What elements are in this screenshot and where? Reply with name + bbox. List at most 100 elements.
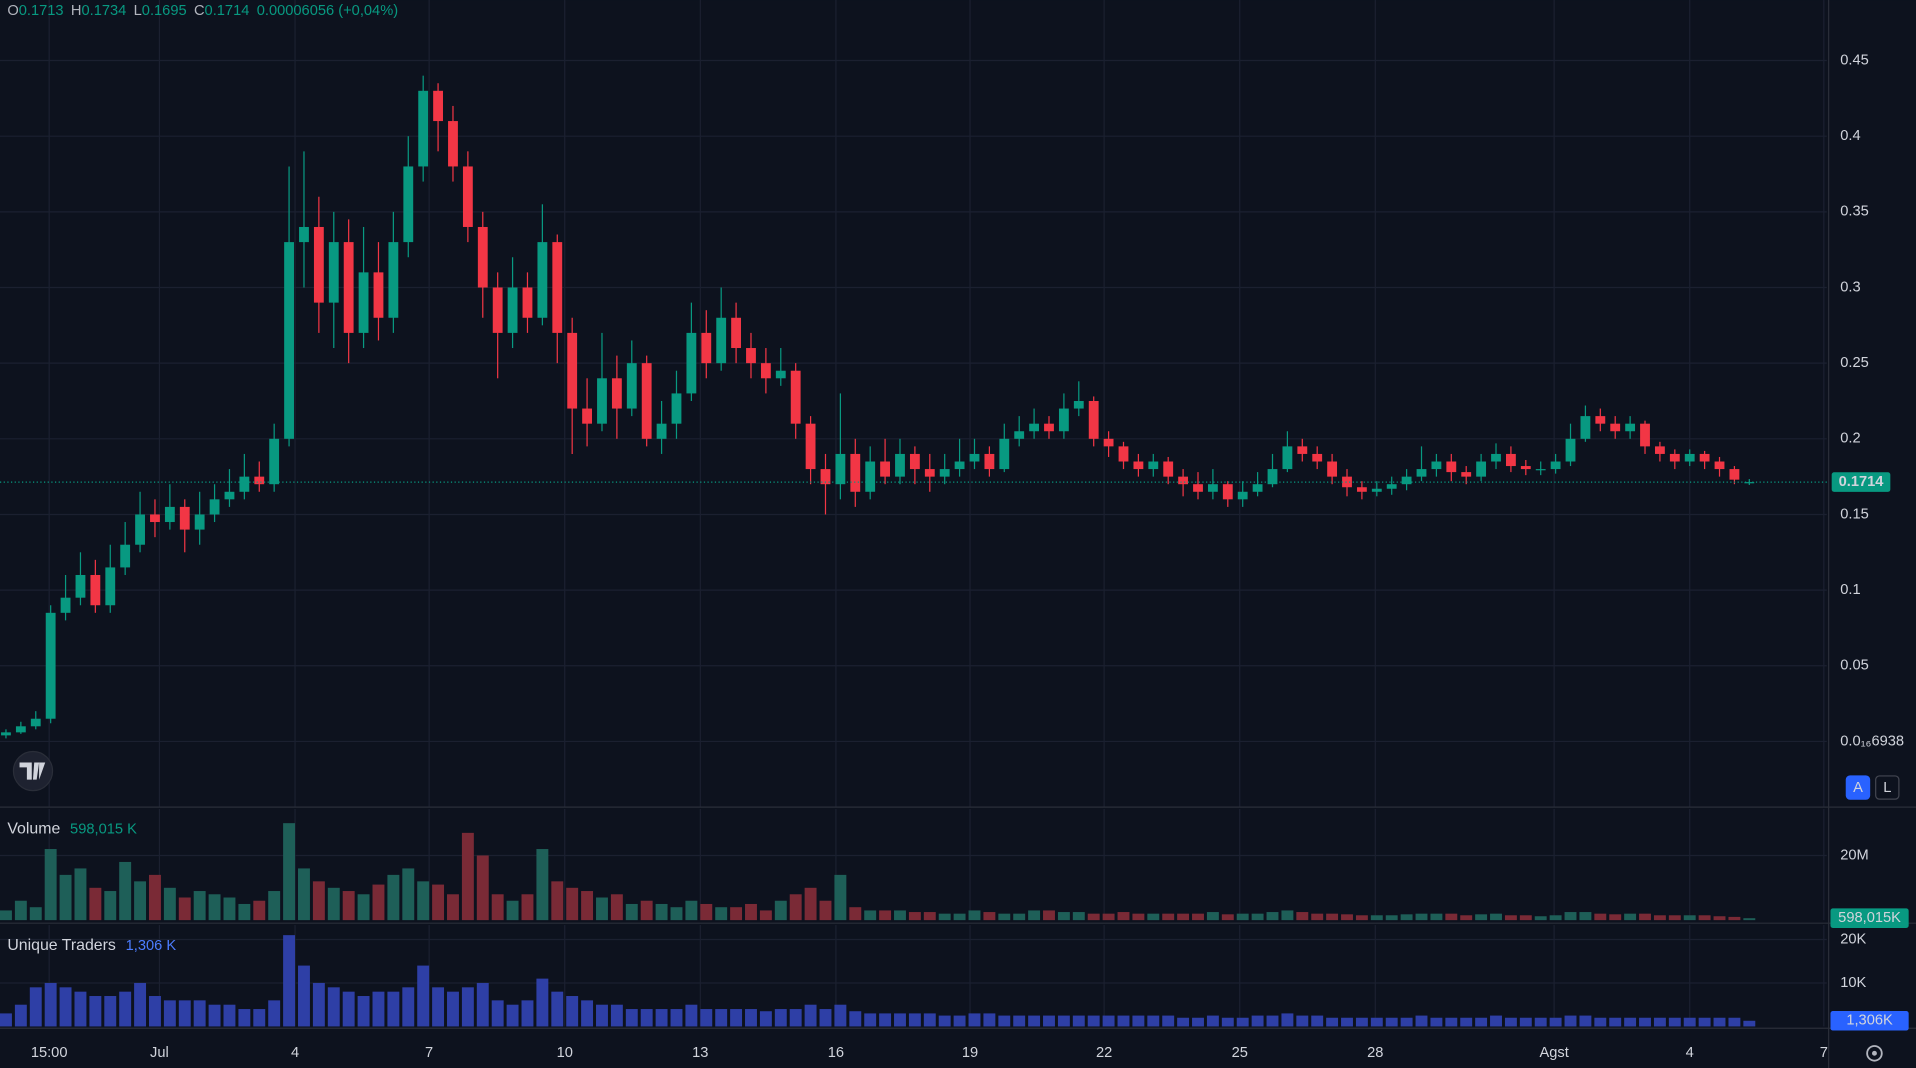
bar (178, 897, 191, 921)
bar (1043, 910, 1055, 921)
bar (1653, 915, 1666, 921)
bar (372, 991, 385, 1027)
candle-body (1297, 446, 1308, 454)
bar (223, 1004, 236, 1027)
candle-body (686, 332, 697, 394)
bar (610, 1004, 623, 1027)
bar (1013, 1015, 1026, 1027)
candle-body (775, 370, 786, 379)
pane-legend: Unique Traders 1,306 K (7, 937, 176, 954)
bar (387, 991, 400, 1027)
bar (402, 868, 415, 921)
bar (536, 849, 549, 921)
bar (1043, 1015, 1055, 1027)
candle-body (477, 226, 488, 288)
candle-body (105, 567, 116, 606)
bar (1117, 912, 1130, 921)
candle-body (179, 506, 190, 530)
scale-button-label[interactable]: A (1853, 780, 1863, 796)
bar (208, 894, 221, 921)
candle-body (522, 287, 533, 318)
bar (566, 996, 579, 1027)
candle-body (150, 514, 160, 523)
bar (1281, 910, 1294, 921)
candle-body (15, 726, 26, 733)
x-tick-label: 15:00 (31, 1045, 68, 1061)
bar (715, 907, 728, 921)
y-tick-label: 20M (1840, 847, 1869, 863)
candle-body (880, 461, 891, 477)
bar (163, 887, 176, 921)
bar (1355, 1017, 1368, 1027)
bar (298, 868, 310, 921)
candle-body (209, 499, 220, 515)
bar (640, 900, 653, 921)
ohlc-key: O (7, 3, 18, 19)
bar (149, 996, 161, 1027)
bar (1087, 1015, 1100, 1027)
candle-body (1, 732, 11, 736)
candle-body (835, 453, 846, 485)
settings-icon[interactable] (1866, 1045, 1883, 1062)
bar (1147, 913, 1160, 921)
y-tick-label: 0.35 (1840, 204, 1869, 220)
bar (596, 897, 608, 921)
bar (357, 894, 370, 921)
bar (983, 1013, 996, 1027)
bar (432, 987, 445, 1027)
bar (1400, 914, 1413, 921)
candle-body (537, 242, 548, 318)
candle-body (1654, 446, 1665, 454)
bar (1519, 1017, 1532, 1027)
candle-body (75, 574, 86, 598)
bar (1370, 915, 1383, 921)
y-tick-label: 10K (1840, 975, 1866, 991)
scale-button-label[interactable]: L (1883, 780, 1891, 796)
candle-body (462, 166, 473, 227)
bar (1490, 1015, 1502, 1027)
bar (1683, 1017, 1696, 1027)
candle-body (1014, 431, 1025, 439)
bar (879, 910, 892, 921)
bar (327, 887, 340, 921)
bar (1564, 912, 1577, 921)
bar (610, 894, 623, 921)
candle-body (1356, 487, 1367, 492)
bar (670, 1009, 683, 1027)
bar (14, 1004, 27, 1027)
x-tick-label: 4 (1686, 1045, 1694, 1061)
bar (923, 912, 936, 921)
bar (1370, 1017, 1383, 1027)
bar (1713, 1017, 1726, 1027)
candle-body (1416, 469, 1427, 477)
scale-button[interactable] (1875, 775, 1900, 800)
bar (178, 1000, 191, 1027)
candle-body (1669, 453, 1680, 462)
x-tick-label: Agst (1539, 1045, 1568, 1061)
bar (551, 881, 564, 921)
logo (12, 750, 54, 792)
bar (1028, 1015, 1041, 1027)
bar (1177, 913, 1190, 921)
bar (1549, 1017, 1562, 1027)
bar (312, 881, 325, 921)
bar (89, 887, 102, 921)
candle-body (1237, 491, 1248, 500)
bar (238, 1009, 251, 1027)
candle-body (716, 317, 727, 364)
scale-button[interactable] (1845, 775, 1871, 800)
bar (1341, 914, 1353, 921)
bar (447, 991, 459, 1027)
candle-body (1550, 461, 1561, 470)
bar (506, 1004, 519, 1027)
bar (44, 982, 57, 1027)
bar (1639, 1017, 1651, 1027)
bar (655, 903, 668, 921)
value-badge (1830, 1010, 1909, 1031)
bar (834, 874, 847, 921)
bar (1147, 1015, 1160, 1027)
bar (700, 1009, 713, 1027)
bar (193, 1000, 206, 1027)
bar (1236, 1017, 1249, 1027)
